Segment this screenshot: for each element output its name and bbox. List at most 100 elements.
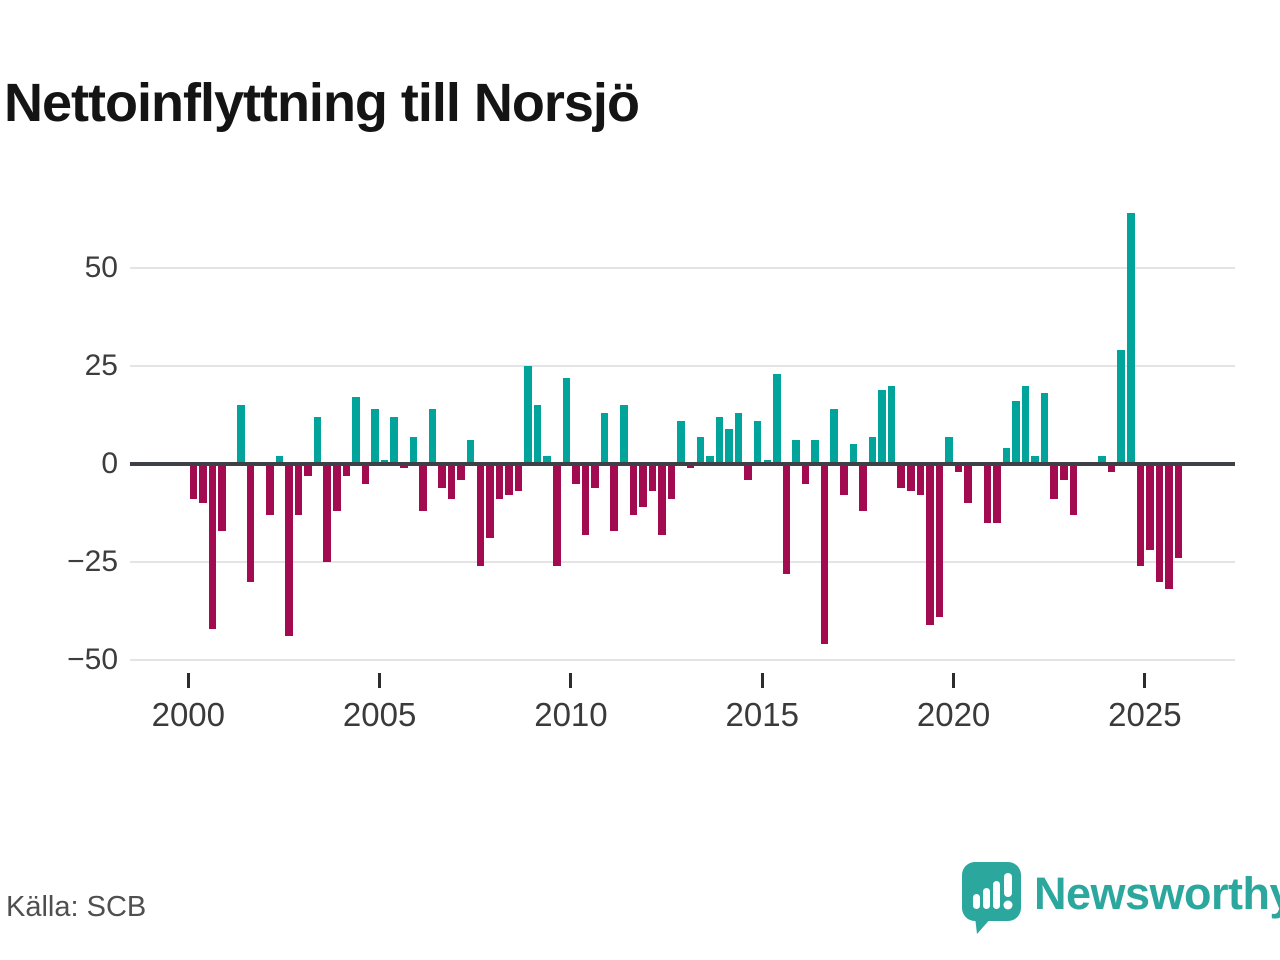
- x-axis: 2000 2005 2010 2015 2020 2025: [130, 660, 1235, 760]
- zero-axis-line: [130, 462, 1235, 466]
- newsworthy-logo-icon: [962, 862, 1021, 934]
- bar: [1165, 464, 1173, 590]
- bar: [734, 413, 743, 464]
- bar: [792, 440, 800, 464]
- x-axis-tick-label: 2025: [1108, 696, 1182, 733]
- bar: [830, 409, 838, 464]
- bar: [954, 464, 963, 472]
- bar: [849, 444, 858, 464]
- y-axis-tick-label: −50: [67, 643, 118, 676]
- bar: [428, 409, 437, 464]
- gridline: [130, 561, 1235, 563]
- bar: [916, 464, 925, 496]
- bar: [859, 464, 867, 512]
- bar: [926, 464, 934, 625]
- bar: [1050, 464, 1058, 500]
- bar: [572, 464, 580, 484]
- bar: [218, 464, 226, 531]
- bar: [753, 420, 762, 464]
- bar: [639, 464, 647, 508]
- bar: [1155, 464, 1164, 582]
- bar: [466, 440, 475, 464]
- bar: [390, 416, 398, 464]
- bar: [371, 409, 379, 464]
- bar: [486, 464, 494, 539]
- bar: [543, 456, 551, 464]
- bar: [801, 464, 810, 484]
- bar: [811, 440, 819, 464]
- bar: [237, 405, 245, 464]
- bar: [1069, 464, 1078, 515]
- bar: [706, 456, 714, 464]
- gridline: [130, 267, 1235, 269]
- bar: [189, 464, 198, 500]
- x-axis-tick: [952, 673, 956, 688]
- bar: [524, 366, 532, 464]
- bar: [313, 416, 322, 464]
- bar: [591, 464, 599, 488]
- bar: [533, 405, 542, 464]
- bar: [782, 464, 791, 574]
- bar: [505, 464, 513, 496]
- x-axis-tick: [569, 673, 573, 688]
- x-axis-tick-label: 2015: [725, 696, 799, 733]
- bar: [629, 464, 638, 515]
- bar: [715, 416, 724, 464]
- x-axis-tick-label: 2020: [916, 696, 991, 733]
- bar: [945, 436, 953, 464]
- bar: [983, 464, 992, 523]
- bar: [581, 464, 590, 535]
- bar: [447, 464, 456, 500]
- bar: [352, 397, 360, 464]
- bar: [438, 464, 446, 488]
- x-axis-tick-label: 2005: [342, 696, 417, 733]
- bar: [457, 464, 465, 480]
- bar: [897, 464, 905, 488]
- y-axis-tick-label: 50: [84, 251, 118, 284]
- x-axis-tick: [186, 673, 190, 688]
- y-axis: 50 25 0 −25 −50: [0, 0, 120, 960]
- bar: [409, 436, 418, 464]
- bar: [1107, 464, 1116, 472]
- bar: [476, 464, 485, 566]
- y-axis-tick-label: 0: [101, 447, 118, 480]
- x-axis-tick: [1143, 673, 1147, 688]
- gridline: [130, 659, 1235, 661]
- bar: [1002, 448, 1011, 464]
- chart-title: Nettoinflyttning till Norsjö: [4, 73, 640, 134]
- bar: [304, 464, 312, 476]
- bar: [725, 428, 733, 464]
- bar: [696, 436, 705, 464]
- brand-footer: Newsworthy: [962, 860, 1280, 938]
- bar: [342, 464, 351, 476]
- bar: [993, 464, 1001, 523]
- bar: [964, 464, 972, 504]
- bar: [323, 464, 331, 562]
- bar: [553, 464, 561, 566]
- bar: [1136, 464, 1145, 566]
- bar: [361, 464, 370, 484]
- bar: [620, 405, 628, 464]
- bar: [495, 464, 504, 500]
- x-axis-tick-label: 2010: [534, 696, 608, 733]
- bar: [246, 464, 255, 582]
- bar: [658, 464, 666, 535]
- bar: [677, 420, 685, 464]
- bar: [773, 373, 781, 464]
- bar: [208, 464, 217, 629]
- bar: [1117, 350, 1125, 464]
- brand-wordmark: Newsworthy: [1034, 868, 1280, 919]
- bar: [1098, 456, 1106, 464]
- bar: [1031, 456, 1039, 464]
- bar: [878, 389, 886, 464]
- bar: [600, 413, 609, 464]
- bar: [820, 464, 829, 645]
- bar: [333, 464, 341, 512]
- bar: [667, 464, 676, 500]
- bar: [610, 464, 618, 531]
- bar: [562, 377, 571, 464]
- bar: [285, 464, 293, 637]
- bar: [199, 464, 207, 504]
- y-axis-tick-label: 25: [84, 349, 118, 382]
- bar: [1146, 464, 1154, 551]
